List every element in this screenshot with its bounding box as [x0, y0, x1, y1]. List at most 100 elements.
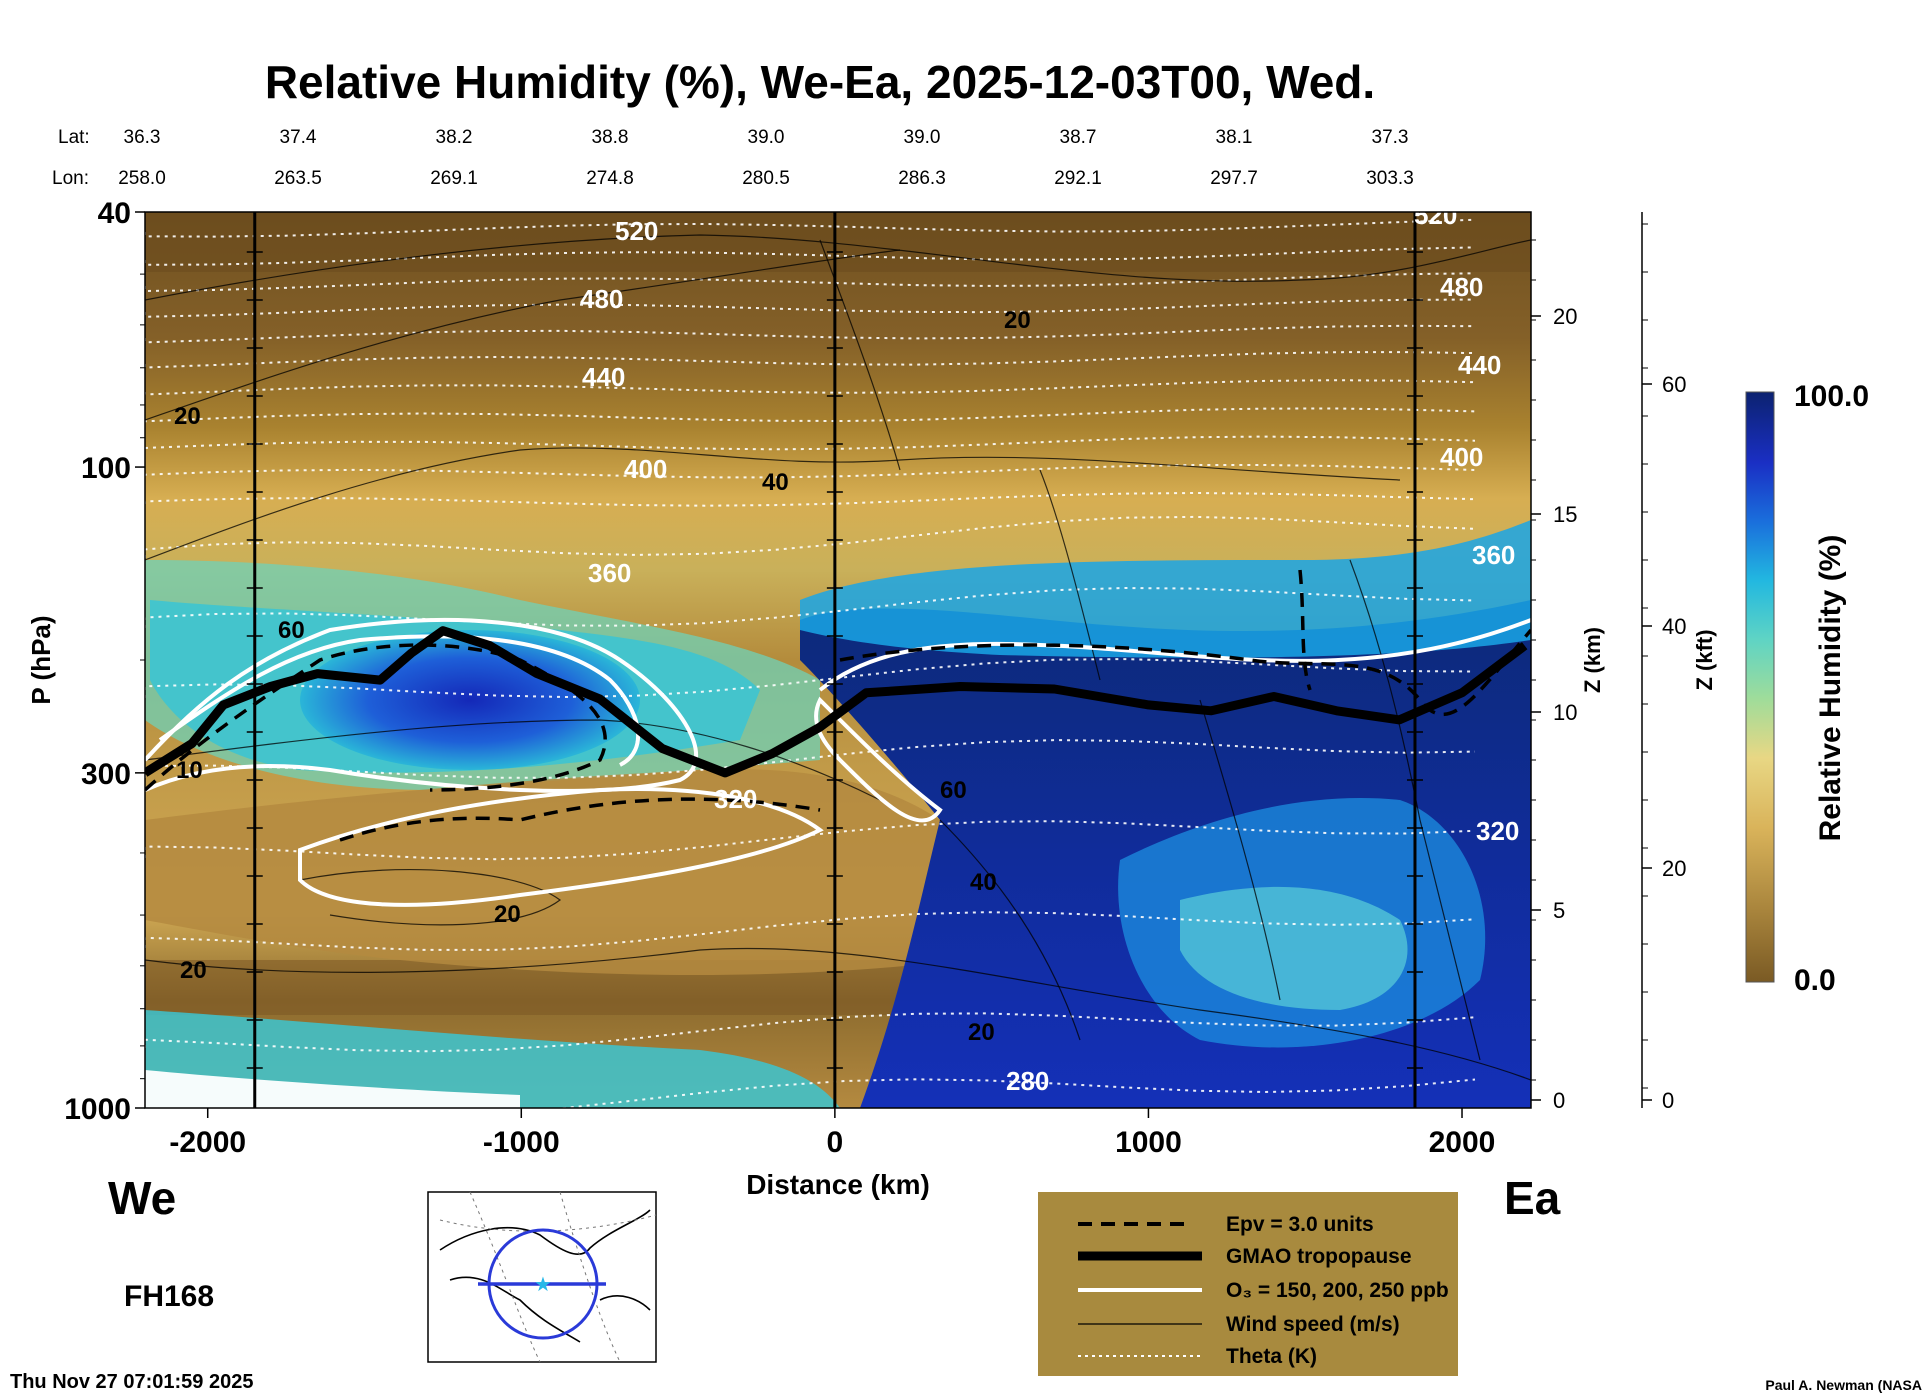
- theta-contour: [145, 298, 1476, 318]
- theta-contour-label: 320: [714, 784, 757, 814]
- lat-values: 36.3 37.4 38.2 38.8 39.0 39.0 38.7 38.1 37.3: [124, 127, 1409, 148]
- ozone-contour: [814, 696, 943, 823]
- rh-surface-moisture: [145, 1010, 840, 1108]
- map-coastlines: [439, 1209, 651, 1343]
- lat-value: 38.2: [436, 127, 473, 148]
- wind-contour: [145, 234, 1531, 301]
- lat-value: 39.0: [904, 127, 941, 148]
- z-kft-label: Z (kft): [1692, 629, 1717, 690]
- theta-contour-label: 320: [1476, 816, 1519, 846]
- wind-contour-label: 60: [940, 777, 967, 804]
- y-tick-label: 1000: [64, 1093, 131, 1126]
- y-tick-label: 40: [98, 197, 131, 230]
- legend-label-epv: Epv = 3.0 units: [1226, 1213, 1374, 1236]
- distance-axis: -2000 -1000 0 1000 2000: [169, 1108, 1495, 1159]
- theta-contour-label: 360: [1472, 540, 1515, 570]
- legend-label-wind: Wind speed (m/s): [1226, 1313, 1400, 1336]
- lon-value: 263.5: [274, 168, 322, 189]
- lat-value: 36.3: [124, 127, 161, 148]
- theta-contour: [145, 658, 1476, 699]
- theta-contour-label: 440: [582, 362, 625, 392]
- z-kft-tick-label: 20: [1662, 856, 1686, 881]
- rh-band: [145, 212, 1531, 272]
- lat-value: 38.8: [592, 127, 629, 148]
- wind-contour-label: 40: [970, 869, 997, 896]
- z-kft-tick-label: 40: [1662, 614, 1686, 639]
- wind-contour: [819, 239, 1101, 681]
- theta-contours: [145, 218, 1476, 1108]
- wind-contour-label: 20: [1004, 307, 1031, 334]
- lon-value: 286.3: [898, 168, 946, 189]
- theta-contour: [145, 911, 1476, 951]
- lon-value: 258.0: [118, 168, 166, 189]
- z-km-tick-label: 20: [1553, 304, 1577, 329]
- forecast-hour: FH168: [124, 1280, 214, 1313]
- theta-contour-label: 280: [1006, 1066, 1049, 1096]
- lat-value: 37.3: [1372, 127, 1409, 148]
- wind-contour: [939, 699, 1281, 1041]
- lon-value: 280.5: [742, 168, 790, 189]
- lon-value: 274.8: [586, 168, 634, 189]
- theta-contour-label: 520: [615, 216, 658, 246]
- legend: Epv = 3.0 units GMAO tropopause O₃ = 150…: [1038, 1192, 1458, 1376]
- x-tick-label: 0: [827, 1126, 844, 1159]
- lat-label: Lat:: [58, 127, 90, 148]
- wind-contour: [145, 719, 881, 801]
- theta-contour-label: 400: [624, 454, 667, 484]
- z-km-tick-label: 5: [1553, 898, 1565, 923]
- wind-contour-label: 20: [174, 403, 201, 430]
- legend-label-ozone: O₃ = 150, 200, 250 ppb: [1226, 1279, 1449, 1302]
- x-tick-label: -1000: [483, 1126, 560, 1159]
- theta-contour-label: 400: [1440, 442, 1483, 472]
- wind-contour-label: 60: [278, 617, 305, 644]
- lon-label: Lon:: [52, 168, 89, 189]
- z-kft-tick-label: 60: [1662, 372, 1686, 397]
- vertical-marker-lines: [246, 212, 1423, 1108]
- z-km-tick-label: 10: [1553, 700, 1577, 725]
- rh-east-pocket: [1180, 886, 1408, 1010]
- theta-contour: [145, 435, 1476, 451]
- pressure-axis: 40 100 300 1000: [64, 197, 145, 1126]
- theta-contour: [145, 324, 1476, 344]
- rh-dry-tongue: [145, 769, 960, 975]
- theta-contour: [145, 218, 1476, 238]
- credit: Paul A. Newman (NASA: [1765, 1377, 1922, 1393]
- rh-moist-core: [300, 630, 640, 770]
- lon-value: 269.1: [430, 168, 478, 189]
- lat-value: 38.7: [1060, 127, 1097, 148]
- theta-contour: [145, 351, 1476, 369]
- lon-value: 297.7: [1210, 168, 1258, 189]
- wind-contour-label: 10: [176, 757, 203, 784]
- theta-contour: [145, 407, 1476, 423]
- timestamp: Thu Nov 27 07:01:59 2025: [10, 1371, 253, 1393]
- lon-value: 292.1: [1054, 168, 1102, 189]
- ozone-contour: [818, 618, 1531, 692]
- theta-contour-label: 360: [588, 558, 631, 588]
- west-label: We: [108, 1172, 176, 1224]
- lon-values: 258.0 263.5 269.1 274.8 280.5 286.3 292.1 297.7…: [118, 168, 1414, 189]
- legend-label-theta: Theta (K): [1226, 1345, 1317, 1368]
- theta-contour: [145, 464, 1476, 479]
- y-axis-label: P (hPa): [26, 615, 56, 704]
- theta-contour: [145, 379, 1476, 396]
- lat-value: 38.1: [1216, 127, 1253, 148]
- theta-contour-label: 480: [580, 284, 623, 314]
- map-frame: [427, 1191, 657, 1363]
- x-tick-label: -2000: [169, 1126, 246, 1159]
- theta-contour: [145, 246, 1476, 266]
- colorbar-min-label: 0.0: [1794, 964, 1836, 997]
- z-kft-axis: 0 20 40 60: [1642, 223, 1686, 1113]
- theta-contour-label: 440: [1458, 350, 1501, 380]
- x-tick-label: 2000: [1429, 1126, 1496, 1159]
- lat-value: 39.0: [748, 127, 785, 148]
- theta-contour-label: 520: [1414, 200, 1457, 230]
- wind-contour-label: 20: [968, 1019, 995, 1046]
- theta-contour: [145, 820, 1476, 861]
- y-tick-label: 100: [81, 452, 131, 485]
- x-tick-label: 1000: [1115, 1126, 1182, 1159]
- location-map-inset: ★: [427, 1191, 657, 1363]
- plot-area: 520 480 440 400 360 320 280 520 480 440 400 360 320 2…: [145, 200, 1531, 1108]
- theta-contour: [145, 1078, 1476, 1108]
- map-center-star-icon: ★: [534, 1274, 552, 1296]
